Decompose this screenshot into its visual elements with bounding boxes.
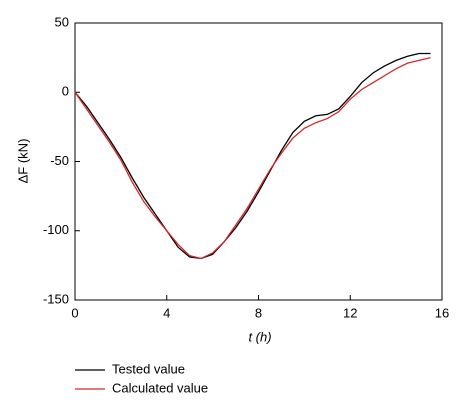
x-tick-label: 12 [343,305,357,320]
y-axis-label: ΔF (kN) [15,139,30,184]
x-tick-label: 0 [71,305,78,320]
x-tick-label: 8 [255,305,262,320]
legend-label: Calculated value [112,380,208,395]
series-line [74,52,431,260]
y-tick-label: 50 [55,14,69,29]
y-tick-label: 0 [62,84,69,99]
y-tick-label: -50 [50,153,69,168]
x-tick-label: 16 [435,305,449,320]
x-axis-label: t (h) [248,329,271,344]
y-tick-label: -100 [43,222,69,237]
x-tick-label: 4 [163,305,170,320]
y-tick-label: -150 [43,291,69,306]
legend-label: Tested value [112,361,185,376]
series-line [74,56,431,260]
